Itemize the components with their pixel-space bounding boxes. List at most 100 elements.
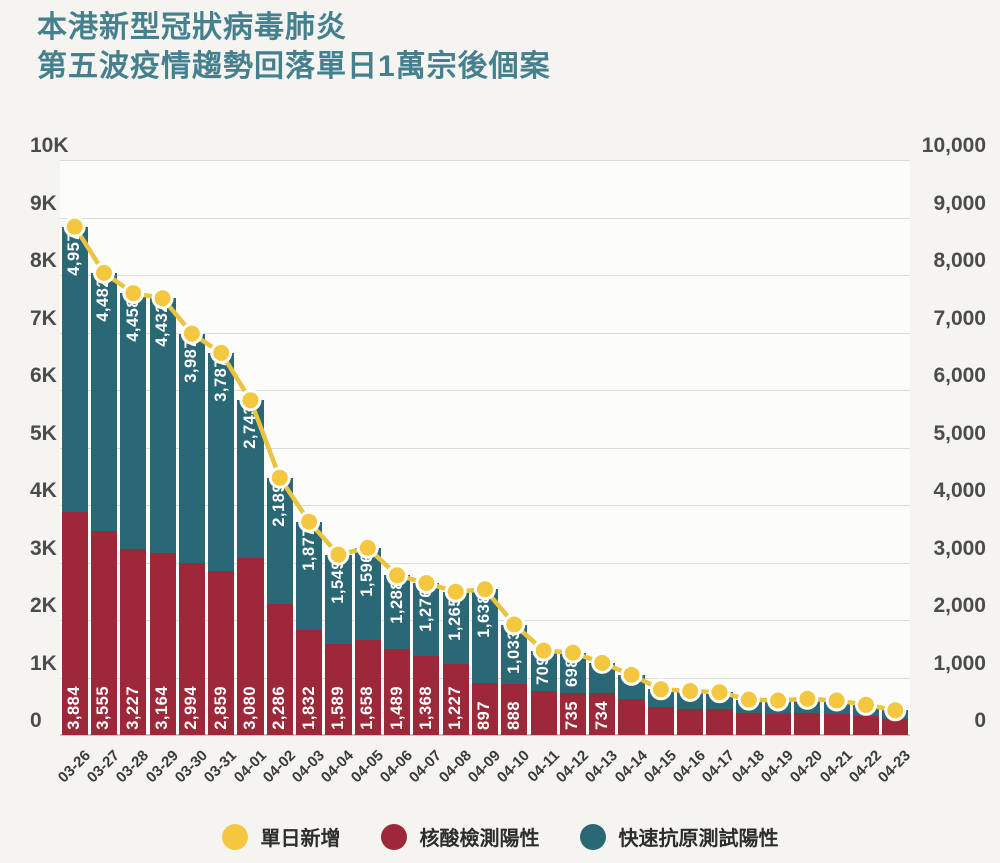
daily-new-point-04-20 bbox=[796, 687, 819, 710]
bar-segment-nucleic-acid bbox=[794, 712, 821, 735]
bar-segment-rapid-antigen bbox=[325, 554, 352, 644]
bar-segment-rapid-antigen bbox=[149, 298, 176, 554]
daily-new-point-04-09 bbox=[474, 578, 496, 601]
rapid-antigen-dot-icon bbox=[579, 823, 606, 850]
bar-segment-nucleic-acid bbox=[589, 692, 616, 735]
bar-segment-rapid-antigen bbox=[120, 293, 147, 550]
nucleic-acid-dot-icon bbox=[380, 823, 407, 850]
bar-04-04: 1,549 1,589 bbox=[325, 554, 352, 735]
chart-plot-area: 4,957 3,884 4,482 3,555 4,458 3,227 4,432 3,164… bbox=[60, 160, 910, 736]
gridline-3k bbox=[60, 562, 910, 564]
legend-label-daily-new: 單日新增 bbox=[260, 828, 341, 850]
gridline-6k bbox=[60, 390, 910, 391]
bar-03-27: 4,482 3,555 bbox=[90, 272, 118, 735]
bar-segment-nucleic-acid bbox=[178, 562, 205, 735]
daily-new-point-04-12 bbox=[561, 641, 584, 664]
daily-new-point-04-01 bbox=[239, 389, 262, 412]
bar-segment-rapid-antigen bbox=[354, 547, 381, 640]
daily-new-point-04-03 bbox=[298, 510, 321, 533]
bar-03-30: 3,987 2,994 bbox=[178, 333, 205, 735]
bar-03-31: 3,787 2,859 bbox=[208, 352, 235, 735]
page-title-line2: 第五波疫情趨勢回落單日1萬宗後個案 bbox=[37, 50, 551, 83]
bar-04-07: 1,276 1,368 bbox=[413, 582, 440, 735]
daily-new-dot-icon bbox=[221, 823, 248, 850]
y-right-tick-1,000: 1,000 bbox=[933, 651, 986, 675]
daily-new-point-04-05 bbox=[356, 536, 379, 559]
y-left-tick-1K: 1K bbox=[30, 651, 57, 675]
bar-segment-rapid-antigen bbox=[413, 582, 440, 657]
daily-new-point-04-07 bbox=[415, 572, 438, 594]
y-right-tick-4,000: 4,000 bbox=[933, 479, 986, 502]
bar-04-06: 1,288 1,489 bbox=[384, 575, 411, 735]
daily-new-point-04-15 bbox=[649, 678, 672, 701]
daily-new-point-04-18 bbox=[737, 688, 760, 711]
y-left-tick-9K: 9K bbox=[30, 191, 57, 215]
bar-segment-nucleic-acid bbox=[706, 709, 733, 735]
bar-segment-rapid-antigen bbox=[471, 589, 499, 684]
bar-03-29: 4,432 3,164 bbox=[149, 298, 176, 735]
daily-new-point-04-02 bbox=[268, 466, 291, 489]
bar-segment-nucleic-acid bbox=[266, 603, 293, 735]
bar-segment-nucleic-acid bbox=[442, 664, 469, 735]
bar-segment-nucleic-acid bbox=[852, 716, 880, 735]
bar-segment-rapid-antigen bbox=[384, 575, 411, 650]
bar-04-05: 1,596 1,658 bbox=[354, 547, 381, 735]
legend-item-nucleic-acid-positive: 核酸檢測陽性 bbox=[380, 822, 540, 851]
daily-new-point-03-27 bbox=[93, 261, 115, 284]
bar-segment-nucleic-acid bbox=[120, 549, 147, 735]
y-left-tick-10K: 10K bbox=[30, 134, 69, 157]
daily-new-point-04-11 bbox=[532, 639, 555, 662]
bar-segment-nucleic-acid bbox=[413, 656, 440, 735]
y-left-tick-6K: 6K bbox=[30, 364, 57, 387]
bar-segment-nucleic-acid bbox=[559, 692, 586, 735]
bar-segment-rapid-antigen bbox=[208, 352, 235, 571]
daily-new-point-04-14 bbox=[620, 663, 643, 686]
bar-04-11: 709 bbox=[530, 650, 557, 735]
y-right-tick-8,000: 8,000 bbox=[933, 249, 986, 272]
bar-segment-rapid-antigen bbox=[266, 477, 293, 604]
y-left-tick-8K: 8K bbox=[30, 249, 57, 272]
bar-segment-nucleic-acid bbox=[647, 707, 674, 735]
bar-segment-nucleic-acid bbox=[501, 683, 528, 735]
daily-new-point-04-19 bbox=[767, 689, 790, 712]
y-right-tick-3,000: 3,000 bbox=[933, 536, 986, 560]
daily-new-point-04-04 bbox=[327, 543, 350, 566]
bar-segment-nucleic-acid bbox=[208, 570, 235, 735]
legend-label-nucleic-acid-positive: 核酸檢測陽性 bbox=[419, 828, 540, 850]
y-left-tick-0: 0 bbox=[30, 709, 42, 732]
x-axis-baseline bbox=[60, 734, 910, 736]
legend-item-daily-new: 單日新增 bbox=[221, 822, 341, 851]
gridline-8k bbox=[60, 275, 910, 276]
bar-segment-rapid-antigen bbox=[296, 521, 323, 630]
daily-new-line-overlay bbox=[63, 215, 907, 722]
legend-item-rapid-antigen-positive: 快速抗原測試陽性 bbox=[579, 822, 779, 851]
daily-new-point-03-30 bbox=[180, 322, 203, 345]
gridline-4k bbox=[60, 505, 910, 506]
y-left-tick-7K: 7K bbox=[30, 306, 57, 330]
daily-new-point-04-23 bbox=[884, 699, 907, 722]
y-right-tick-10,000: 10,000 bbox=[921, 134, 986, 157]
bar-04-02: 2,189 2,286 bbox=[266, 477, 293, 735]
daily-new-point-03-31 bbox=[210, 341, 233, 364]
daily-new-point-04-22 bbox=[855, 693, 877, 716]
gridline-10k bbox=[60, 160, 910, 161]
bar-03-28: 4,458 3,227 bbox=[120, 293, 147, 735]
daily-new-point-04-10 bbox=[503, 613, 526, 636]
y-left-tick-5K: 5K bbox=[30, 421, 57, 445]
bar-segment-nucleic-acid bbox=[149, 553, 176, 735]
bar-segment-nucleic-acid bbox=[735, 713, 762, 735]
bar-segment-nucleic-acid bbox=[237, 557, 264, 735]
bar-04-03: 1,877 1,832 bbox=[296, 521, 323, 735]
chart-legend: 單日新增 核酸檢測陽性 快速抗原測試陽性 bbox=[0, 822, 1000, 851]
daily-new-point-03-28 bbox=[122, 282, 145, 305]
bar-segment-rapid-antigen bbox=[178, 333, 205, 563]
page-title-line1: 本港新型冠狀病毒肺炎 bbox=[37, 11, 347, 44]
page-title: 本港新型冠狀病毒肺炎 第五波疫情趨勢回落單日1萬宗後個案 bbox=[37, 8, 551, 86]
y-right-tick-6,000: 6,000 bbox=[933, 364, 986, 387]
bar-segment-rapid-antigen bbox=[442, 591, 469, 665]
bar-segment-nucleic-acid bbox=[325, 643, 352, 735]
bar-segment-rapid-antigen bbox=[90, 272, 118, 531]
y-right-tick-9,000: 9,000 bbox=[933, 191, 986, 215]
bar-segment-nucleic-acid bbox=[471, 683, 499, 735]
